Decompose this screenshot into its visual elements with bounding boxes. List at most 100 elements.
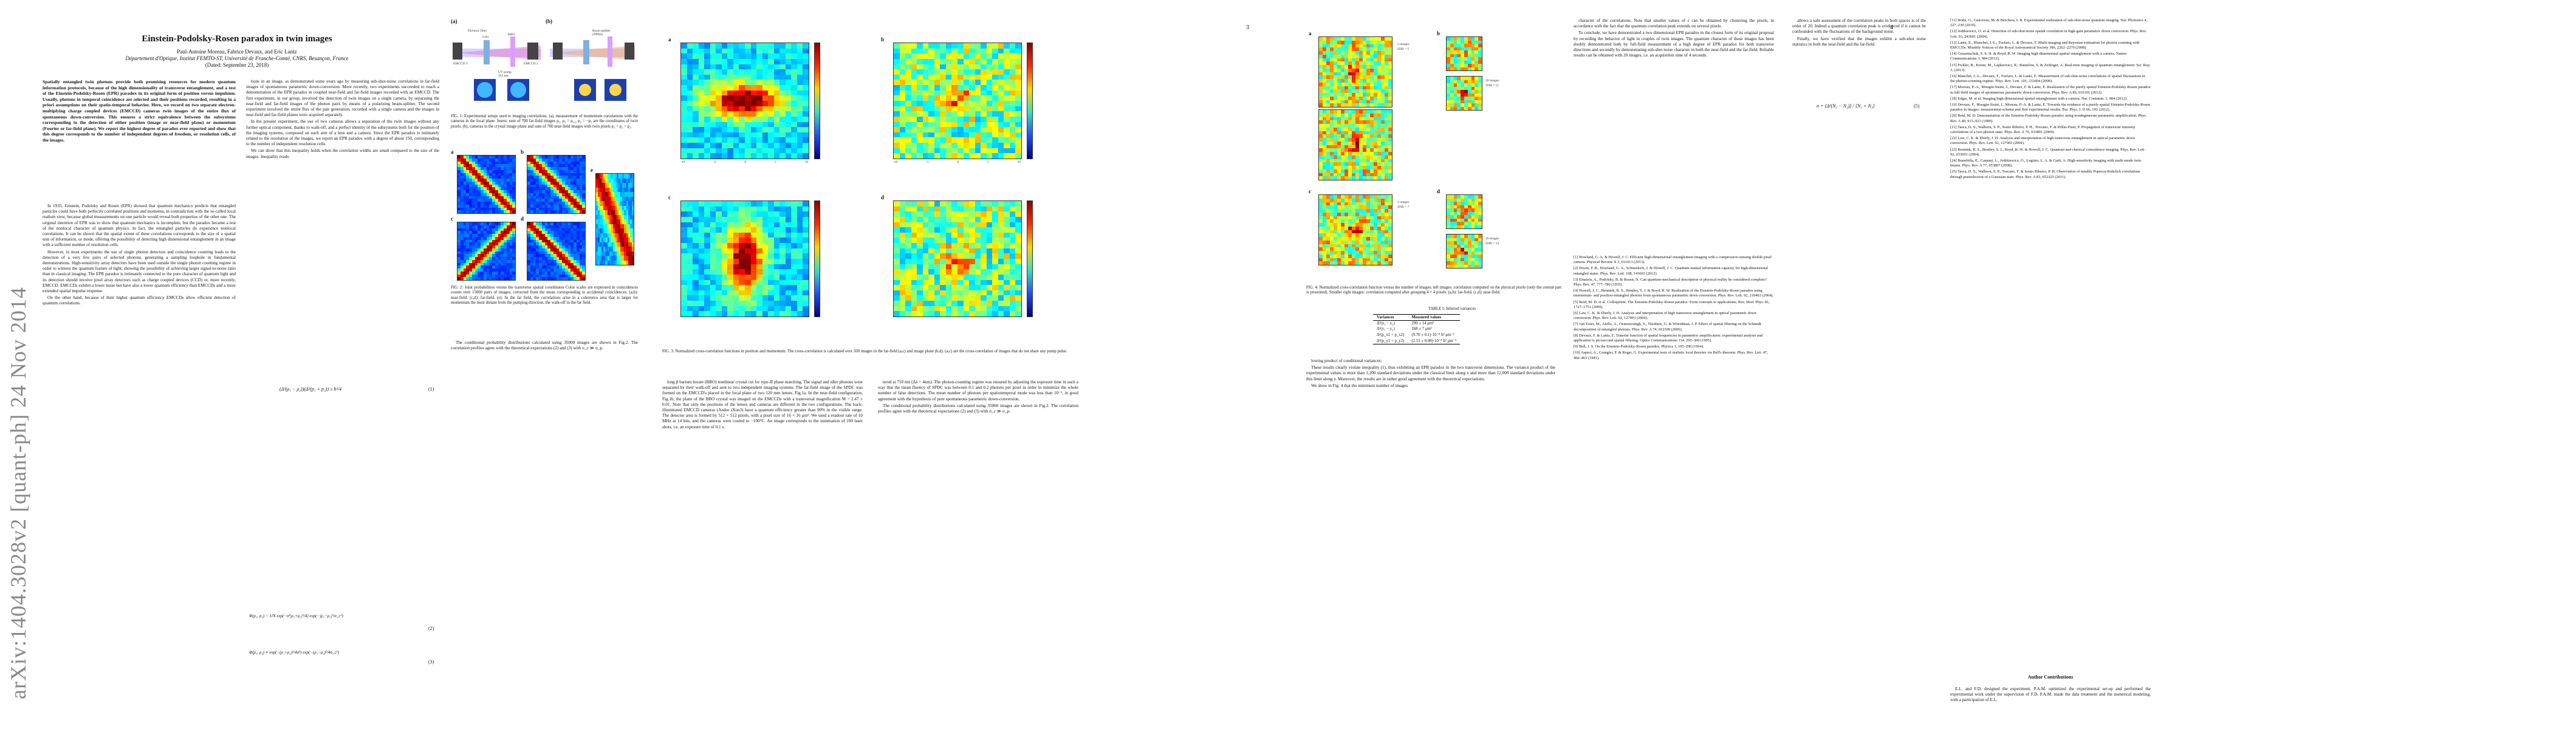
reference: [17] Moreau, P.-A., Mougin-Sisini, J., D… <box>1950 85 2151 95</box>
table-cell: 299 ± 14 μm² <box>1411 321 1434 326</box>
reference: [14] Gerasimchuk, S. S. H. & Boyd, R. W.… <box>1950 52 2127 61</box>
reference: [12] Jedrkiewicz, O. et al. Detection of… <box>1950 29 2147 39</box>
paragraph: In 1935, Einstein, Podolsky and Rosen (E… <box>43 204 236 248</box>
reference: [16] Blanchet, J.-L., Devaux, F., Furfar… <box>1950 74 2145 84</box>
paragraph: lowing product of conditional variances: <box>1311 358 1382 363</box>
table-header: Variances <box>1377 315 1394 320</box>
fig4-count: 2 images <box>1397 200 1410 204</box>
fig4-panel-c <box>1318 194 1392 265</box>
variances-table: Variances Measured values Δ²(x₁ − x₂) 299… <box>1373 314 1461 344</box>
paragraph: However, in most experiments the use of … <box>43 249 236 294</box>
table-cell: Δ²(p_x1 + p_x2) <box>1377 332 1405 337</box>
fig4-caption: FIG. 4: Normalized cross-correlation fun… <box>1306 286 1561 295</box>
reference: [5] Reid, M. D. et al. Colloquium: The E… <box>1574 299 1770 309</box>
fig2-label-e: e <box>591 167 593 173</box>
fig4-snr: SNR = 5 <box>1397 47 1410 51</box>
fig3-caption: FIG. 3: Normalized cross-correlation fun… <box>662 349 1067 354</box>
fig4-label-d: d <box>1437 188 1440 194</box>
paragraph: To conclude, we have demonstrated a two … <box>1574 30 1774 58</box>
equation-number: (3) <box>428 659 434 665</box>
equation-number: (1) <box>428 386 434 392</box>
reference: [10] Aspect, A., Grangier, P. & Roger, G… <box>1574 351 1768 360</box>
table-title: TABLE I: Inferred variances <box>1428 307 1476 311</box>
paragraph: We show in Fig. 4 that the minimum numbe… <box>1311 383 1408 388</box>
fig3-panel-b <box>893 43 1022 159</box>
tick-label: -5 <box>926 160 929 164</box>
reference: [23] Bennink, R. S., Bentley, S. J., Boy… <box>1950 147 2145 157</box>
paragraph: In the present experiment, the use of tw… <box>246 119 439 147</box>
affiliation: Département d'Optique, Institut FEMTO-ST… <box>125 55 349 61</box>
page3-col3: allows a safe assessment of the correlat… <box>1792 18 1926 49</box>
paragraph: The conditional probability distribution… <box>878 403 1078 414</box>
references-block: [1] Howland, G. A. & Howell, J. C. Effic… <box>1574 255 1774 362</box>
fig3-label-d: d <box>881 194 885 200</box>
equation-3: Φ(ρ₁, ρ₂) ∝ exp(−(ρ₁+ρ₂)²/4σ²) exp(−(ρ₁−… <box>249 650 340 655</box>
fig1-text: 355 nm <box>498 74 509 78</box>
fig3-panel-c <box>680 200 809 317</box>
reference: [11] Brida, G., Genovese, M. & Berchera,… <box>1950 18 2148 28</box>
paper-page-1: arXiv:1404.3028v2 [quant-ph] 24 Nov 2014… <box>0 0 644 729</box>
fig3-panel-d <box>893 200 1022 317</box>
fig4-panel-a2 <box>1318 109 1392 180</box>
paragraph: Finally, we have verified that the image… <box>1792 36 1926 47</box>
fig4-label-b: b <box>1437 30 1440 36</box>
fig1-label-b: (b) <box>546 18 552 24</box>
tick-label: -10 <box>680 160 685 164</box>
paragraph: These results clearly violate inequality… <box>1306 365 1555 382</box>
reference: [18] Edgar, M. et al. Imaging high-dimen… <box>1950 96 2128 101</box>
fig1-setup-diagram: (a) (b) EMCCD 1 EMCCD 2 BBO Lens UV pump… <box>450 18 638 109</box>
fig4-label-c: c <box>1309 188 1311 194</box>
fig2-panel-b <box>527 155 586 214</box>
reference: [3] Einstein, A., Podolsky, B. & Rosen, … <box>1574 277 1767 287</box>
table-row: Δ²(p_y1 + p_y2) (2.53 ± 0.08)·10⁻⁸ ħ² μm⁻… <box>1373 338 1460 344</box>
colorbar <box>814 200 820 317</box>
colorbar <box>1027 43 1033 159</box>
table-header: Measured values <box>1411 315 1442 320</box>
page-number: 4 <box>1890 24 1893 31</box>
table-cell: Δ²(y₁ − y₂) <box>1377 327 1395 331</box>
reference: [19] Devaux, F., Mougin-Sisini, J., More… <box>1950 103 2151 112</box>
fig1-text: UV pump <box>498 70 512 74</box>
table-row: Δ²(y₁ − y₂) 168 ± 7 μm² <box>1373 326 1460 332</box>
references-top: [11] Brida, G., Genovese, M. & Berchera,… <box>1950 18 2151 181</box>
fig1-text: (NPBS) <box>592 33 603 36</box>
equation-number: (2) <box>428 626 434 631</box>
tick-label: 5 <box>987 160 989 164</box>
tick-label: -5 <box>713 160 716 164</box>
paragraph: We can show that this inequality holds w… <box>246 148 439 159</box>
arxiv-stamp: arXiv:1404.3028v2 [quant-ph] 24 Nov 2014 <box>6 287 30 699</box>
table-cell: Δ²(p_y1 + p_y2) <box>1377 338 1405 343</box>
reference: [20] Reid, M. D. Demonstration of the Ei… <box>1950 114 2147 123</box>
page3-col2: character of the correlations. Note that… <box>1574 18 1774 60</box>
fig3-label-a: a <box>668 36 671 43</box>
fig4-snr: SNR = 14 <box>1485 242 1499 245</box>
fig3-panel-a <box>680 43 809 159</box>
table-cell: (9.70 ± 0.1)·10⁻⁸ ħ² μm⁻² <box>1411 333 1454 337</box>
table-cell: (2.53 ± 0.08)·10⁻⁸ ħ² μm⁻² <box>1411 339 1457 343</box>
page1-col2: tions in an image, as demonstrated some … <box>246 79 439 161</box>
paragraph: character of the correlations. Note that… <box>1574 18 1774 29</box>
paper-page-2: 3 a b c d -10 -5 0 5 10 -10 -5 0 5 10 FIG. 3: No… <box>644 0 1288 729</box>
paragraph: E.L. and F.D. designed the experiment. P… <box>1950 686 2151 703</box>
author-contributions-text: E.L. and F.D. designed the experiment. P… <box>1950 686 2151 705</box>
fig1-caption: FIG. 1: Experimental setups used to imag… <box>451 114 638 129</box>
fig4-panel-b2 <box>1446 76 1482 111</box>
colorbar <box>814 43 820 159</box>
x-tick-labels: -10 -5 0 5 10 <box>680 160 808 164</box>
fig2-panel-e <box>595 173 634 265</box>
paragraph: On the other hand, because of their high… <box>43 295 236 306</box>
table-cell: Δ²(x₁ − x₂) <box>1377 321 1395 326</box>
reference: [13] Lantz, E., Blanchet, J.-L., Furfaro… <box>1950 40 2140 50</box>
paper-authors: Paul-Antoine Moreau, Fabrice Devaux, and… <box>43 49 431 69</box>
fig4-panel-b <box>1446 36 1482 71</box>
page2-col2: tered at 710 nm (Δλ = 4nm). The photon-c… <box>878 380 1078 416</box>
fig2-label-c: c <box>451 216 453 222</box>
reference: [2] Dixon, P. B., Howland, G. A., Schnee… <box>1574 266 1769 276</box>
fig4-panel-d <box>1446 194 1482 229</box>
page-number: 3 <box>1246 24 1249 31</box>
page2-col1: long β barium borate (BBO) nonlinear cry… <box>662 380 863 431</box>
fig2-panel-d <box>527 222 586 281</box>
tick-label: -10 <box>893 160 898 164</box>
fig4-count: 2 images <box>1397 43 1410 46</box>
inequality-eq: (Δ²(ρ₁ − ρ₂))(Δ²(p₁ + p₂)) ≥ ħ²/4 <box>279 386 342 392</box>
